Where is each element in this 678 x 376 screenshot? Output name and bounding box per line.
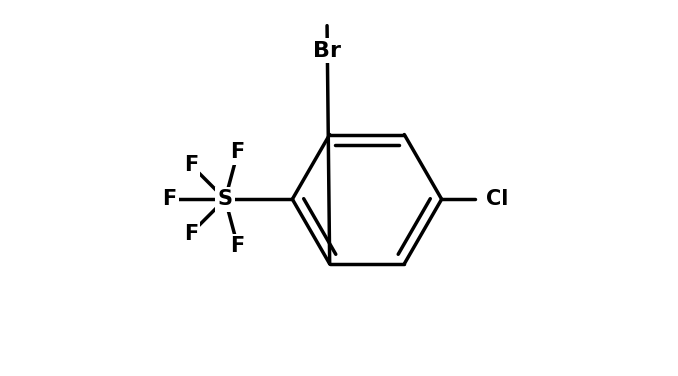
Text: S: S bbox=[218, 189, 233, 209]
Text: F: F bbox=[163, 189, 177, 209]
Text: F: F bbox=[231, 143, 245, 162]
Text: F: F bbox=[184, 155, 198, 175]
Text: F: F bbox=[231, 236, 245, 256]
Text: Cl: Cl bbox=[486, 189, 508, 209]
Text: F: F bbox=[184, 223, 198, 244]
Text: Br: Br bbox=[313, 41, 341, 61]
